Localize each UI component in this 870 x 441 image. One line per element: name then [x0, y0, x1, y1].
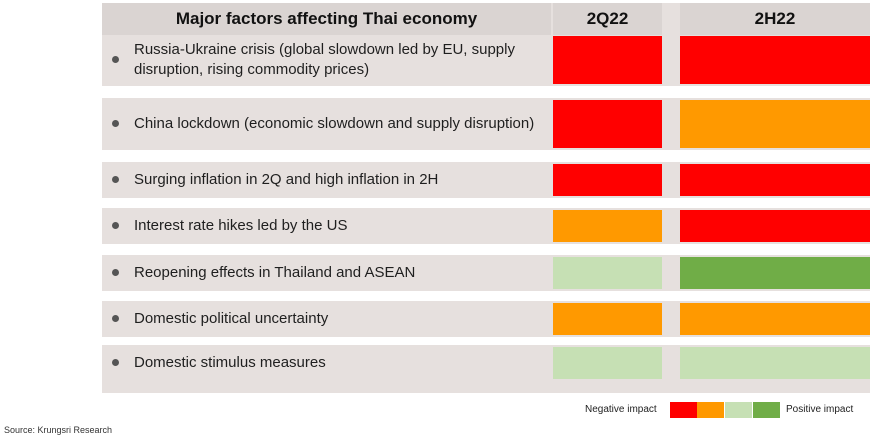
impact-cell-2q22 [553, 303, 662, 335]
bullet-icon [112, 120, 119, 127]
bullet-icon [112, 359, 119, 366]
impact-cell-2h22 [680, 100, 870, 148]
legend-swatch-negative [697, 402, 724, 418]
source-note: Source: Krungsri Research [4, 425, 113, 435]
impact-cell-2h22 [680, 347, 870, 379]
factor-row-label: Domestic stimulus measures [102, 347, 542, 379]
factor-column-header: Major factors affecting Thai economy [102, 3, 551, 35]
impact-cell-2h22 [680, 303, 870, 335]
factor-label-text: Surging inflation in 2Q and high inflati… [134, 171, 439, 188]
factor-row-label: Russia-Ukraine crisis (global slowdown l… [102, 36, 542, 84]
impact-cell-2q22 [553, 347, 662, 379]
bullet-icon [112, 56, 119, 63]
legend-swatch-strong-positive [753, 402, 780, 418]
factor-label-text: Reopening effects in Thailand and ASEAN [134, 264, 416, 281]
impact-cell-2q22 [553, 36, 662, 84]
row-separator [102, 86, 870, 98]
row-separator [102, 198, 870, 208]
factor-label-text: Interest rate hikes led by the US [134, 217, 348, 234]
factor-row-label: Surging inflation in 2Q and high inflati… [102, 164, 542, 196]
factor-row-label: Domestic political uncertainty [102, 303, 542, 335]
factor-row-label: Interest rate hikes led by the US [102, 210, 542, 242]
impact-cell-2h22 [680, 257, 870, 289]
bullet-icon [112, 315, 119, 322]
impact-cell-2q22 [553, 210, 662, 242]
bullet-icon [112, 222, 119, 229]
column-header-2q22: 2Q22 [553, 3, 662, 35]
row-separator [102, 291, 870, 301]
impact-cell-2q22 [553, 100, 662, 148]
factor-row-label: China lockdown (economic slowdown and su… [102, 100, 542, 148]
impact-cell-2h22 [680, 164, 870, 196]
factor-label-text: Domestic stimulus measures [134, 354, 326, 371]
legend-swatch-strong-negative [670, 402, 697, 418]
factor-label-text: China lockdown (economic slowdown and su… [134, 115, 535, 132]
factor-row-label: Reopening effects in Thailand and ASEAN [102, 257, 542, 289]
impact-cell-2h22 [680, 36, 870, 84]
row-separator [102, 150, 870, 162]
factor-label-text: Domestic political uncertainty [134, 310, 329, 327]
factor-label-text: Russia-Ukraine crisis (global slowdown l… [134, 41, 515, 78]
row-separator [102, 337, 870, 345]
impact-cell-2q22 [553, 164, 662, 196]
legend-swatch-positive [725, 402, 752, 418]
bullet-icon [112, 269, 119, 276]
row-separator [102, 244, 870, 255]
legend-positive-label: Positive impact [786, 404, 854, 415]
legend-negative-label: Negative impact [585, 404, 657, 415]
bullet-icon [112, 176, 119, 183]
impact-cell-2q22 [553, 257, 662, 289]
impact-cell-2h22 [680, 210, 870, 242]
column-header-2h22: 2H22 [680, 3, 870, 35]
